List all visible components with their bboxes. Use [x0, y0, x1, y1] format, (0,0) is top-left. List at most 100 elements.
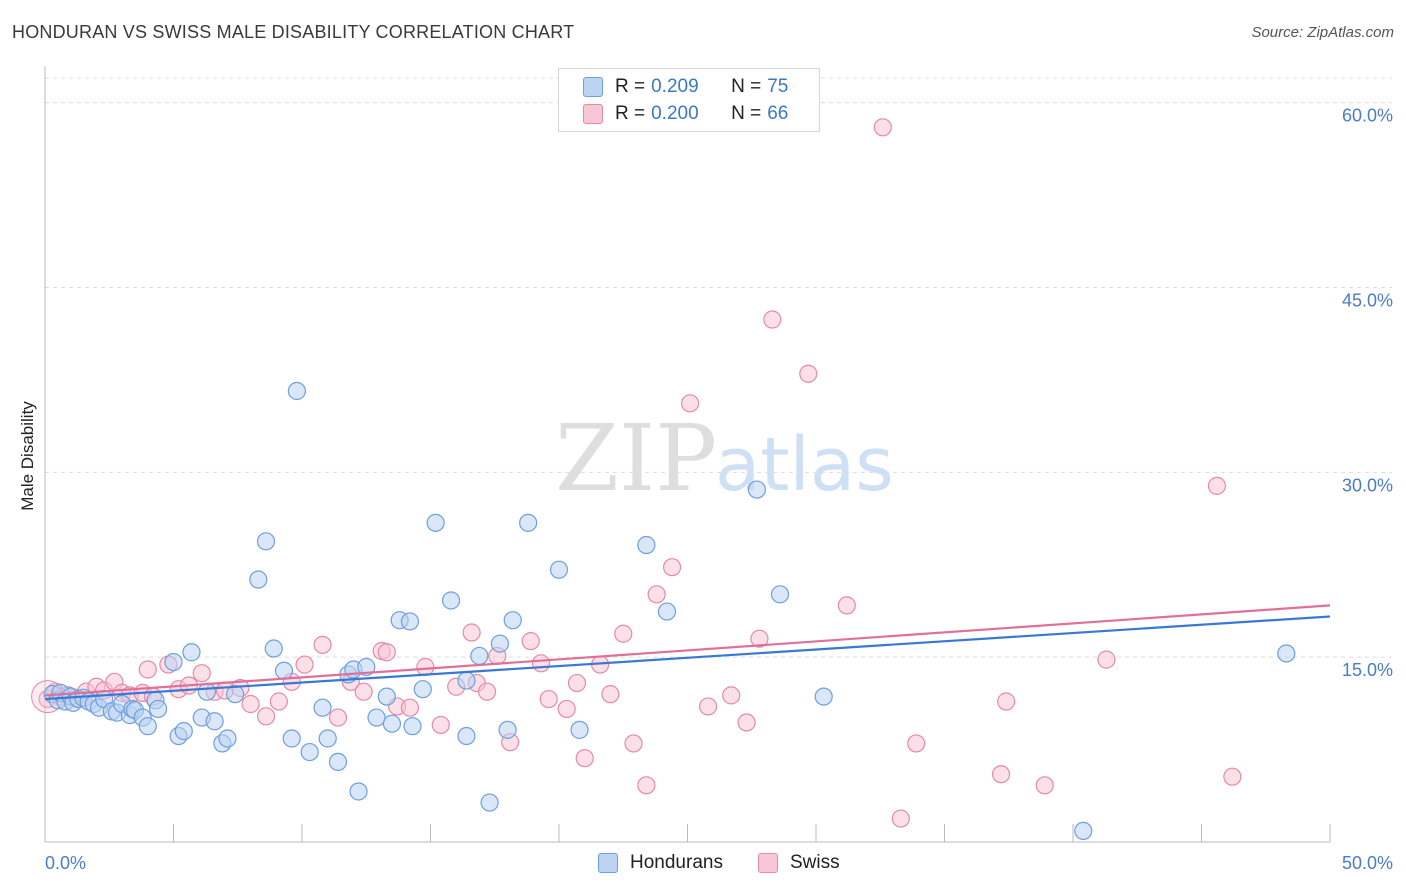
hondurans-point: [274, 661, 294, 680]
hondurans-point: [197, 682, 217, 701]
legend-swatch-hondurans: [598, 853, 618, 873]
hondurans-point: [249, 570, 268, 589]
watermark-zip: ZIP: [555, 405, 717, 512]
swiss-trend-line: [44, 604, 1331, 697]
hondurans-point: [770, 585, 790, 604]
trend-lines: [44, 604, 1331, 701]
hondurans-point: [570, 720, 589, 739]
y-tick-label: 45.0%: [1342, 290, 1393, 310]
legend-r-label: R =: [615, 76, 646, 97]
swiss-point: [477, 682, 497, 701]
hondurans-point: [426, 513, 445, 532]
swiss-point: [462, 623, 481, 642]
hondurans-point: [148, 699, 168, 719]
legend-row-swiss: R = 0.200 N = 66: [559, 101, 788, 127]
hondurans-point: [503, 611, 522, 630]
legend-swatch-hondurans: [583, 77, 603, 97]
legend-n-label: N =: [731, 103, 762, 124]
legend-r-value: 0.200: [651, 103, 699, 124]
hondurans-point: [226, 685, 245, 704]
hondurans-point: [300, 742, 319, 762]
source-label: Source: ZipAtlas.com: [1251, 24, 1394, 41]
hondurans-point: [282, 729, 301, 748]
y-tick-label: 30.0%: [1342, 475, 1393, 495]
swiss-point: [431, 715, 450, 735]
swiss-point: [601, 685, 620, 704]
swiss-point: [680, 394, 700, 413]
hondurans-point: [264, 639, 283, 658]
swiss-point: [647, 585, 666, 604]
tick-labels: 15.0% 30.0% 45.0% 60.0% 0.0% 50.0%: [45, 106, 1393, 873]
hondurans-point: [549, 560, 569, 579]
x-tick-label: 50.0%: [1342, 853, 1393, 873]
legend-bottom: Hondurans Swiss: [0, 852, 1406, 878]
legend-item-swiss: Swiss: [758, 852, 840, 874]
hondurans-point: [498, 720, 517, 739]
hondurans-point: [138, 717, 157, 736]
legend-r-value: 0.209: [651, 76, 699, 97]
x-tick-label: 0.0%: [45, 853, 86, 873]
hondurans-point: [637, 535, 656, 555]
swiss-point: [624, 734, 643, 753]
hondurans-point: [480, 793, 499, 812]
swiss-point: [138, 660, 157, 679]
swiss-point: [1207, 476, 1227, 495]
legend-n-value: 66: [767, 103, 789, 124]
legend-item-hondurans: Hondurans: [598, 852, 723, 874]
swiss-point: [256, 707, 276, 726]
swiss-point: [539, 689, 558, 709]
hondurans-point: [1074, 821, 1093, 841]
hondurans-point: [174, 721, 193, 741]
legend-r-label: R =: [615, 103, 646, 124]
hondurans-point: [328, 752, 348, 772]
swiss-point: [873, 118, 892, 137]
chart-title: HONDURAN VS SWISS MALE DISABILITY CORREL…: [12, 22, 575, 42]
hondurans-point: [747, 480, 766, 499]
hondurans-point: [349, 782, 368, 801]
swiss-point: [575, 749, 594, 768]
hondurans-point: [1277, 644, 1296, 663]
swiss-point: [637, 776, 656, 795]
legend-swatch-swiss: [583, 104, 603, 124]
hondurans-point: [382, 714, 402, 733]
hondurans-point: [657, 602, 677, 621]
hondurans-point: [470, 646, 489, 666]
swiss-point: [991, 765, 1011, 784]
hondurans-point: [367, 708, 386, 727]
hondurans-point: [318, 729, 337, 748]
legend-label-swiss: Swiss: [790, 852, 840, 873]
legend-top: R = 0.209 N = 75 R = 0.200 N = 66: [558, 68, 820, 132]
swiss-point: [377, 643, 396, 662]
swiss-point: [837, 596, 856, 615]
swiss-point: [891, 809, 910, 828]
hondurans-point: [457, 671, 476, 690]
hondurans-point: [814, 687, 833, 706]
swiss-point: [354, 682, 373, 701]
swiss-point: [313, 635, 332, 654]
y-tick-label: 60.0%: [1342, 106, 1393, 126]
hondurans-point: [403, 717, 422, 736]
hondurans-point: [256, 532, 276, 551]
swiss-point: [241, 694, 260, 714]
swiss-point: [1223, 767, 1242, 786]
swiss-point: [557, 699, 576, 719]
hondurans-point: [377, 687, 396, 706]
legend-n-value: 75: [767, 76, 789, 97]
swiss-point: [400, 698, 420, 717]
legend-n-label: N =: [731, 76, 762, 97]
hondurans-point: [313, 698, 332, 717]
hondurans-point: [441, 591, 461, 610]
watermark: ZIP atlas: [555, 405, 894, 512]
hondurans-point: [457, 726, 476, 746]
swiss-point: [295, 655, 314, 674]
legend-row-hondurans: R = 0.209 N = 75: [559, 74, 788, 100]
swiss-point: [328, 708, 348, 727]
swiss-point: [698, 697, 718, 716]
swiss-point: [662, 558, 682, 577]
legend-swatch-swiss: [758, 853, 778, 873]
swiss-point: [737, 713, 756, 732]
swiss-point: [763, 310, 782, 329]
swiss-point: [1097, 650, 1116, 669]
hondurans-point: [205, 712, 224, 731]
